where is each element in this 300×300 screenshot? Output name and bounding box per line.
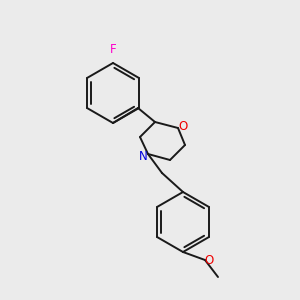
- Text: O: O: [178, 119, 188, 133]
- Text: N: N: [139, 149, 147, 163]
- Text: O: O: [204, 254, 214, 266]
- Text: F: F: [110, 43, 116, 56]
